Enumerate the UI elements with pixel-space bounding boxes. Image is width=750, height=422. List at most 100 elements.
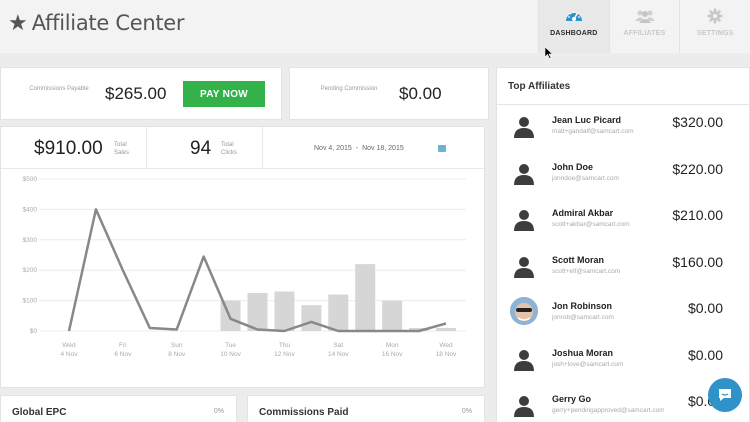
star-icon: ★: [8, 10, 28, 35]
commissions-payable-amount: $265.00: [105, 84, 167, 103]
total-clicks-label: Total Clicks: [221, 142, 237, 156]
tab-dashboard-label: DASHBOARD: [550, 30, 598, 37]
y-tick-label: $300: [23, 237, 38, 244]
pending-commission-label: Pending Commission: [320, 86, 378, 92]
user-icon: [514, 117, 534, 138]
main-tabs: DASHBOARD AFFILIATES S: [538, 0, 750, 53]
affiliate-name: Jon Robinson: [552, 301, 612, 311]
affiliate-row[interactable]: Jon Robinson jonrob@samcart.com $0.00: [497, 291, 750, 338]
users-icon: [634, 10, 655, 23]
affiliate-email: josh+love@samcart.com: [552, 360, 624, 368]
avatar: [510, 297, 538, 325]
affiliate-email: matt+gandalf@samcart.com: [552, 128, 634, 135]
affiliate-amount: $220.00: [672, 160, 723, 177]
tab-dashboard[interactable]: DASHBOARD: [538, 0, 609, 53]
affiliate-row[interactable]: Admiral Akbar scott+akbar@samcart.com $210…: [497, 198, 750, 245]
tab-settings[interactable]: SETTINGS: [679, 0, 750, 53]
date-from: Nov 4, 2015: [314, 145, 352, 152]
affiliate-row[interactable]: Joshua Moran josh+love@samcart.com $0.00: [497, 338, 750, 385]
affiliate-row[interactable]: John Doe jonndoe@samcart.com $220.00: [497, 152, 750, 199]
commissions-payable-card: Commissions Payable $265.00 PAY NOW: [0, 67, 282, 120]
chart-bar: [409, 327, 430, 331]
affiliate-row[interactable]: Jean Luc Picard matt+gandalf@samcart.com $…: [497, 105, 750, 152]
user-icon: [514, 256, 534, 278]
affiliate-row[interactable]: Scott Moran scott+elf@samcart.com $160.00: [497, 245, 750, 292]
chart-bar: [274, 291, 295, 331]
top-affiliates-title: Top Affiliates: [508, 81, 571, 92]
global-epc-title: Global EPC: [12, 407, 67, 418]
x-tick-label: 14 Nov: [328, 351, 349, 358]
tab-affiliates-label: AFFILIATES: [623, 30, 666, 37]
chart-bar: [436, 327, 456, 331]
user-icon: [514, 349, 534, 371]
pending-commission-amount: $0.00: [399, 84, 442, 103]
commissions-payable-label: Commissions Payable: [29, 86, 89, 92]
affiliate-name: Scott Moran: [552, 254, 605, 265]
page-title: Affiliate Center: [31, 11, 185, 35]
y-tick-label: $0: [30, 328, 38, 335]
sales-chart-card: $910.00 Total Sales 94 Total Clicks Nov …: [0, 126, 486, 388]
affiliate-name: Jean Luc Picard: [552, 115, 622, 125]
affiliate-name: Admiral Akbar: [552, 208, 614, 218]
x-tick-label: Mon: [386, 342, 399, 349]
x-tick-label: Sun: [171, 342, 183, 349]
affiliate-amount: $210.00: [672, 207, 723, 223]
affiliate-email: jonrob@samcart.com: [552, 314, 614, 321]
x-tick-label: Sat: [333, 342, 343, 349]
brand: ★ Affiliate Center: [8, 10, 185, 35]
global-epc-card: Global EPC 0%: [0, 395, 237, 422]
date-range-picker[interactable]: Nov 4, 2015- Nov 18, 2015: [312, 145, 406, 152]
affiliate-amount: $160.00: [672, 253, 723, 270]
sales-chart: $500 $400 $300 $200 $100 $0 Wed 4 Nov Fri 6 Nov Su…: [23, 176, 466, 358]
user-icon: [514, 210, 534, 231]
user-icon: [514, 163, 534, 185]
x-tick-label: 12 Nov: [274, 351, 295, 358]
total-sales-label: Total Sales: [114, 142, 130, 156]
chart-bar: [328, 294, 349, 331]
stats-row: $910.00 Total Sales 94 Total Clicks Nov …: [1, 127, 486, 169]
affiliate-email: gerry+pendingapproved@samcart.com: [552, 407, 664, 414]
commissions-paid-card: Commissions Paid 0%: [247, 395, 485, 422]
y-tick-label: $400: [23, 206, 38, 213]
affiliate-email: scott+elf@samcart.com: [552, 267, 621, 275]
gear-icon: [707, 8, 723, 24]
total-sales-stat: $910.00 Total Sales: [1, 127, 147, 169]
commissions-paid-title: Commissions Paid: [259, 407, 349, 418]
user-icon: [514, 396, 534, 417]
tab-affiliates[interactable]: AFFILIATES: [608, 0, 680, 53]
date-separator: -: [355, 145, 359, 152]
x-tick-label: Fri: [119, 342, 127, 349]
mouse-cursor-icon: [545, 47, 553, 59]
x-tick-label: Tue: [225, 342, 236, 349]
y-tick-label: $500: [23, 176, 38, 183]
chart-bar: [301, 305, 322, 331]
commissions-paid-value: 0%: [461, 408, 472, 415]
x-tick-label: 4 Nov: [61, 351, 79, 358]
pay-now-button[interactable]: PAY NOW: [183, 81, 265, 107]
x-tick-label: 16 Nov: [382, 351, 403, 358]
x-tick-label: 10 Nov: [220, 351, 241, 358]
affiliate-amount: $320.00: [672, 114, 723, 130]
global-epc-value: 0%: [213, 408, 224, 415]
affiliate-amount: $0.00: [687, 300, 723, 316]
gauge-icon: [565, 11, 582, 21]
chart-bar: [355, 264, 376, 331]
pending-commission-card: Pending Commission $0.00: [289, 67, 489, 120]
chart-bar: [247, 293, 268, 331]
y-tick-label: $100: [23, 298, 38, 305]
y-tick-label: $200: [23, 267, 38, 274]
affiliate-name: John Doe: [552, 161, 594, 172]
x-tick-label: Thu: [279, 342, 291, 349]
chart-line: [67, 208, 447, 333]
affiliate-amount: $0.00: [687, 346, 723, 363]
chat-button[interactable]: [708, 378, 742, 412]
affiliate-name: Joshua Moran: [552, 347, 614, 358]
divider: [497, 104, 750, 105]
x-tick-label: Wed: [439, 342, 453, 349]
chart-bar: [382, 300, 403, 331]
app-header: ★ Affiliate Center DASHBOARD AFFILIATES: [0, 0, 750, 53]
x-tick-label: 18 Nov: [436, 351, 457, 358]
affiliate-email: scott+akbar@samcart.com: [552, 221, 630, 228]
calendar-icon[interactable]: [438, 145, 446, 152]
total-clicks-count: 94: [190, 138, 212, 159]
